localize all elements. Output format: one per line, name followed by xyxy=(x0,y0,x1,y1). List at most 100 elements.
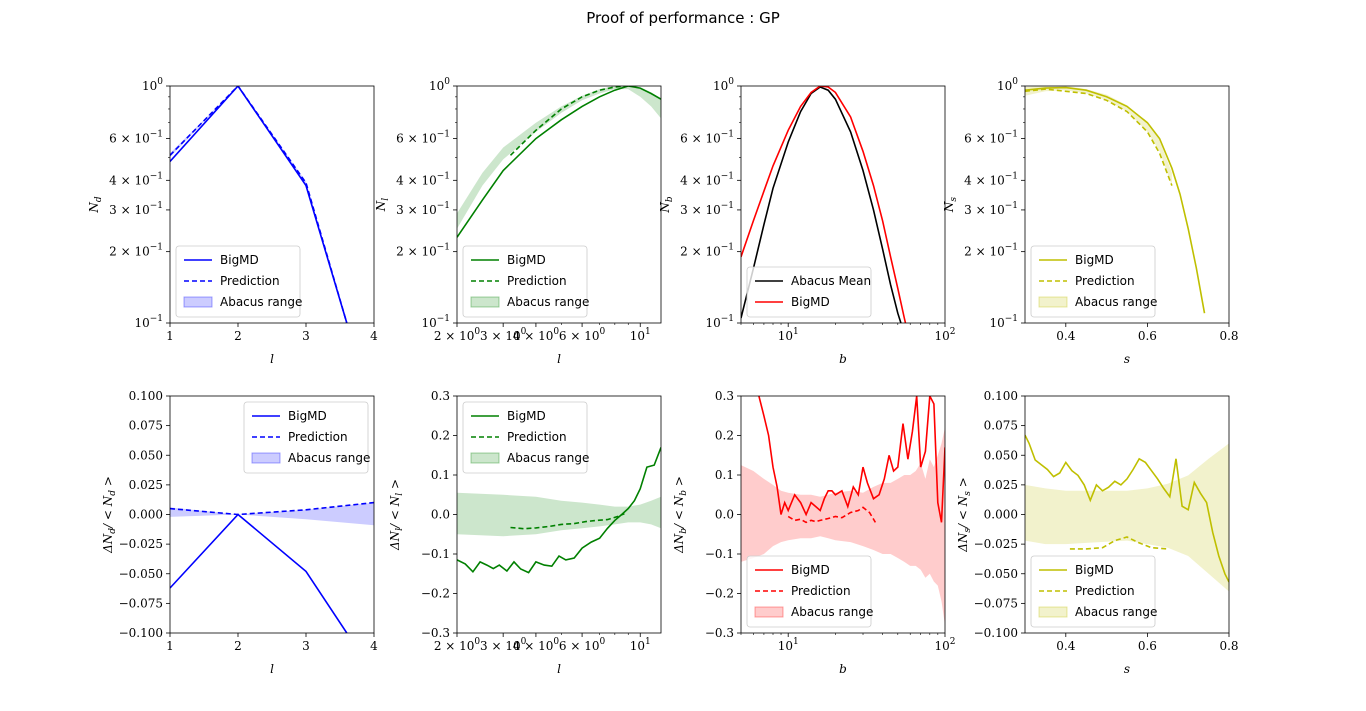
y-tick-label: 0.025 xyxy=(984,478,1018,492)
y-tick-label: −0.025 xyxy=(119,537,163,551)
y-tick-label: 3 × 10−1 xyxy=(680,201,734,217)
series-line-bigmd xyxy=(1025,434,1229,583)
series-line-bigmd xyxy=(758,396,945,523)
legend: BigMD Prediction Abacus range xyxy=(1030,245,1157,318)
y-tick-label: 100 xyxy=(713,77,734,93)
y-tick-label: 0.000 xyxy=(984,508,1018,522)
x-tick-label: 0.4 xyxy=(1056,639,1075,653)
legend-swatch-patch xyxy=(470,296,500,308)
y-tick-label: 0.0 xyxy=(431,508,450,522)
y-tick-label: 10−1 xyxy=(989,314,1018,330)
series-line-abacus-mean xyxy=(741,86,902,323)
legend-box xyxy=(746,555,872,628)
y-axis-label: ΔNb​/ < Nb​ > xyxy=(672,476,689,554)
series-line-prediction xyxy=(1025,88,1173,186)
band-abacus-range xyxy=(170,502,374,526)
y-tick-label: 100 xyxy=(997,77,1018,93)
x-axis-label: l xyxy=(270,352,274,366)
legend-label: Prediction xyxy=(791,584,851,598)
plot-area xyxy=(741,86,907,323)
x-tick-label: 102 xyxy=(934,637,955,653)
series-line-bigmd xyxy=(457,447,661,574)
series-line-prediction xyxy=(509,86,625,156)
x-tick-label: 2 × 100 xyxy=(434,637,481,653)
x-tick-label: 3 xyxy=(302,639,310,653)
legend-label: BigMD xyxy=(1075,253,1114,267)
y-tick-label: 0.2 xyxy=(431,429,450,443)
legend-label: Prediction xyxy=(220,274,280,288)
legend-box xyxy=(1030,245,1156,318)
y-tick-label: 100 xyxy=(142,77,163,93)
subplot-bottom-b: 101 102 −0.3 −0.2 −0.1 0.0 0.1 0.2 0.3 b ΔNb​/ < N… xyxy=(672,389,956,676)
y-tick-label: 100 xyxy=(429,77,450,93)
legend-label: BigMD xyxy=(791,563,830,577)
x-axis-label: s xyxy=(1124,352,1130,366)
y-axis-label: Nd​ xyxy=(87,196,104,214)
plot-area xyxy=(170,501,374,633)
plot-area xyxy=(457,447,661,574)
x-tick-label: 0.8 xyxy=(1219,639,1238,653)
legend-label: Prediction xyxy=(1075,274,1135,288)
y-tick-label: 3 × 10−1 xyxy=(396,201,450,217)
y-tick-label: −0.1 xyxy=(421,547,450,561)
legend-box xyxy=(1030,555,1156,628)
legend-swatch-patch xyxy=(754,606,784,618)
series-line-prediction xyxy=(787,506,877,524)
band-abacus-range xyxy=(457,492,661,537)
y-tick-label: −0.2 xyxy=(421,587,450,601)
plot-area xyxy=(741,396,945,626)
x-axis-label: l xyxy=(557,352,561,366)
y-tick-label: 0.050 xyxy=(984,448,1018,462)
y-tick-label: 0.075 xyxy=(984,419,1018,433)
x-tick-label: 101 xyxy=(630,327,651,343)
legend-label: Prediction xyxy=(507,274,567,288)
x-tick-label: 101 xyxy=(778,327,799,343)
y-axis-label: Nl​ xyxy=(374,198,391,213)
legend-box xyxy=(746,266,872,318)
series-line-prediction xyxy=(170,501,374,516)
y-tick-label: −0.025 xyxy=(974,537,1018,551)
x-tick-label: 0.8 xyxy=(1219,329,1238,343)
x-tick-label: 0.6 xyxy=(1138,639,1157,653)
y-tick-label: 2 × 10−1 xyxy=(109,243,163,259)
y-tick-label: 2 × 10−1 xyxy=(964,243,1018,259)
y-tick-label: 0.000 xyxy=(129,508,163,522)
series-line-prediction xyxy=(510,512,625,530)
figure-title: Proof of performance : GP xyxy=(586,9,780,27)
y-tick-label: 4 × 10−1 xyxy=(109,171,163,187)
y-axis-label: ΔNs​/ < Ns​ > xyxy=(956,477,973,553)
legend-swatch-patch xyxy=(251,452,281,464)
legend-label: Abacus Mean xyxy=(791,274,871,288)
y-tick-label: −0.3 xyxy=(421,626,450,640)
y-tick-label: 0.100 xyxy=(984,389,1018,403)
legend-label: Abacus range xyxy=(288,451,370,465)
y-tick-label: 0.075 xyxy=(129,419,163,433)
y-tick-label: −0.075 xyxy=(974,596,1018,610)
y-tick-label: 6 × 10−1 xyxy=(396,130,450,146)
y-axis-label: Ns​ xyxy=(942,197,959,214)
subplot-bottom-s: 0.4 0.6 0.8 −0.100 −0.075 −0.050 −0.025 0.000 0.… xyxy=(956,389,1239,676)
x-tick-label: 3 xyxy=(302,329,310,343)
x-tick-label: 2 xyxy=(234,639,242,653)
y-axis-label: ΔNl​/ < Nl​ > xyxy=(388,479,405,551)
legend-swatch-patch xyxy=(1038,606,1068,618)
legend-label: BigMD xyxy=(507,253,546,267)
x-tick-label: 1 xyxy=(166,639,174,653)
legend: BigMD Prediction Abacus range xyxy=(175,245,302,318)
x-tick-label: 4 xyxy=(370,329,378,343)
legend-label: BigMD xyxy=(220,253,259,267)
axes-frame xyxy=(169,85,375,324)
y-axis-label: Nb​ xyxy=(658,196,675,214)
y-tick-label: −0.3 xyxy=(705,626,734,640)
x-tick-label: 102 xyxy=(934,327,955,343)
plot-area xyxy=(1025,434,1229,592)
y-tick-label: −0.100 xyxy=(119,626,163,640)
y-axis-label: ΔNd​/ < Nd​ > xyxy=(101,476,118,554)
y-tick-label: 6 × 10−1 xyxy=(109,130,163,146)
y-tick-label: −0.075 xyxy=(119,596,163,610)
y-tick-label: −0.050 xyxy=(119,567,163,581)
legend-swatch-patch xyxy=(183,296,213,308)
x-tick-label: 6 × 100 xyxy=(559,327,606,343)
